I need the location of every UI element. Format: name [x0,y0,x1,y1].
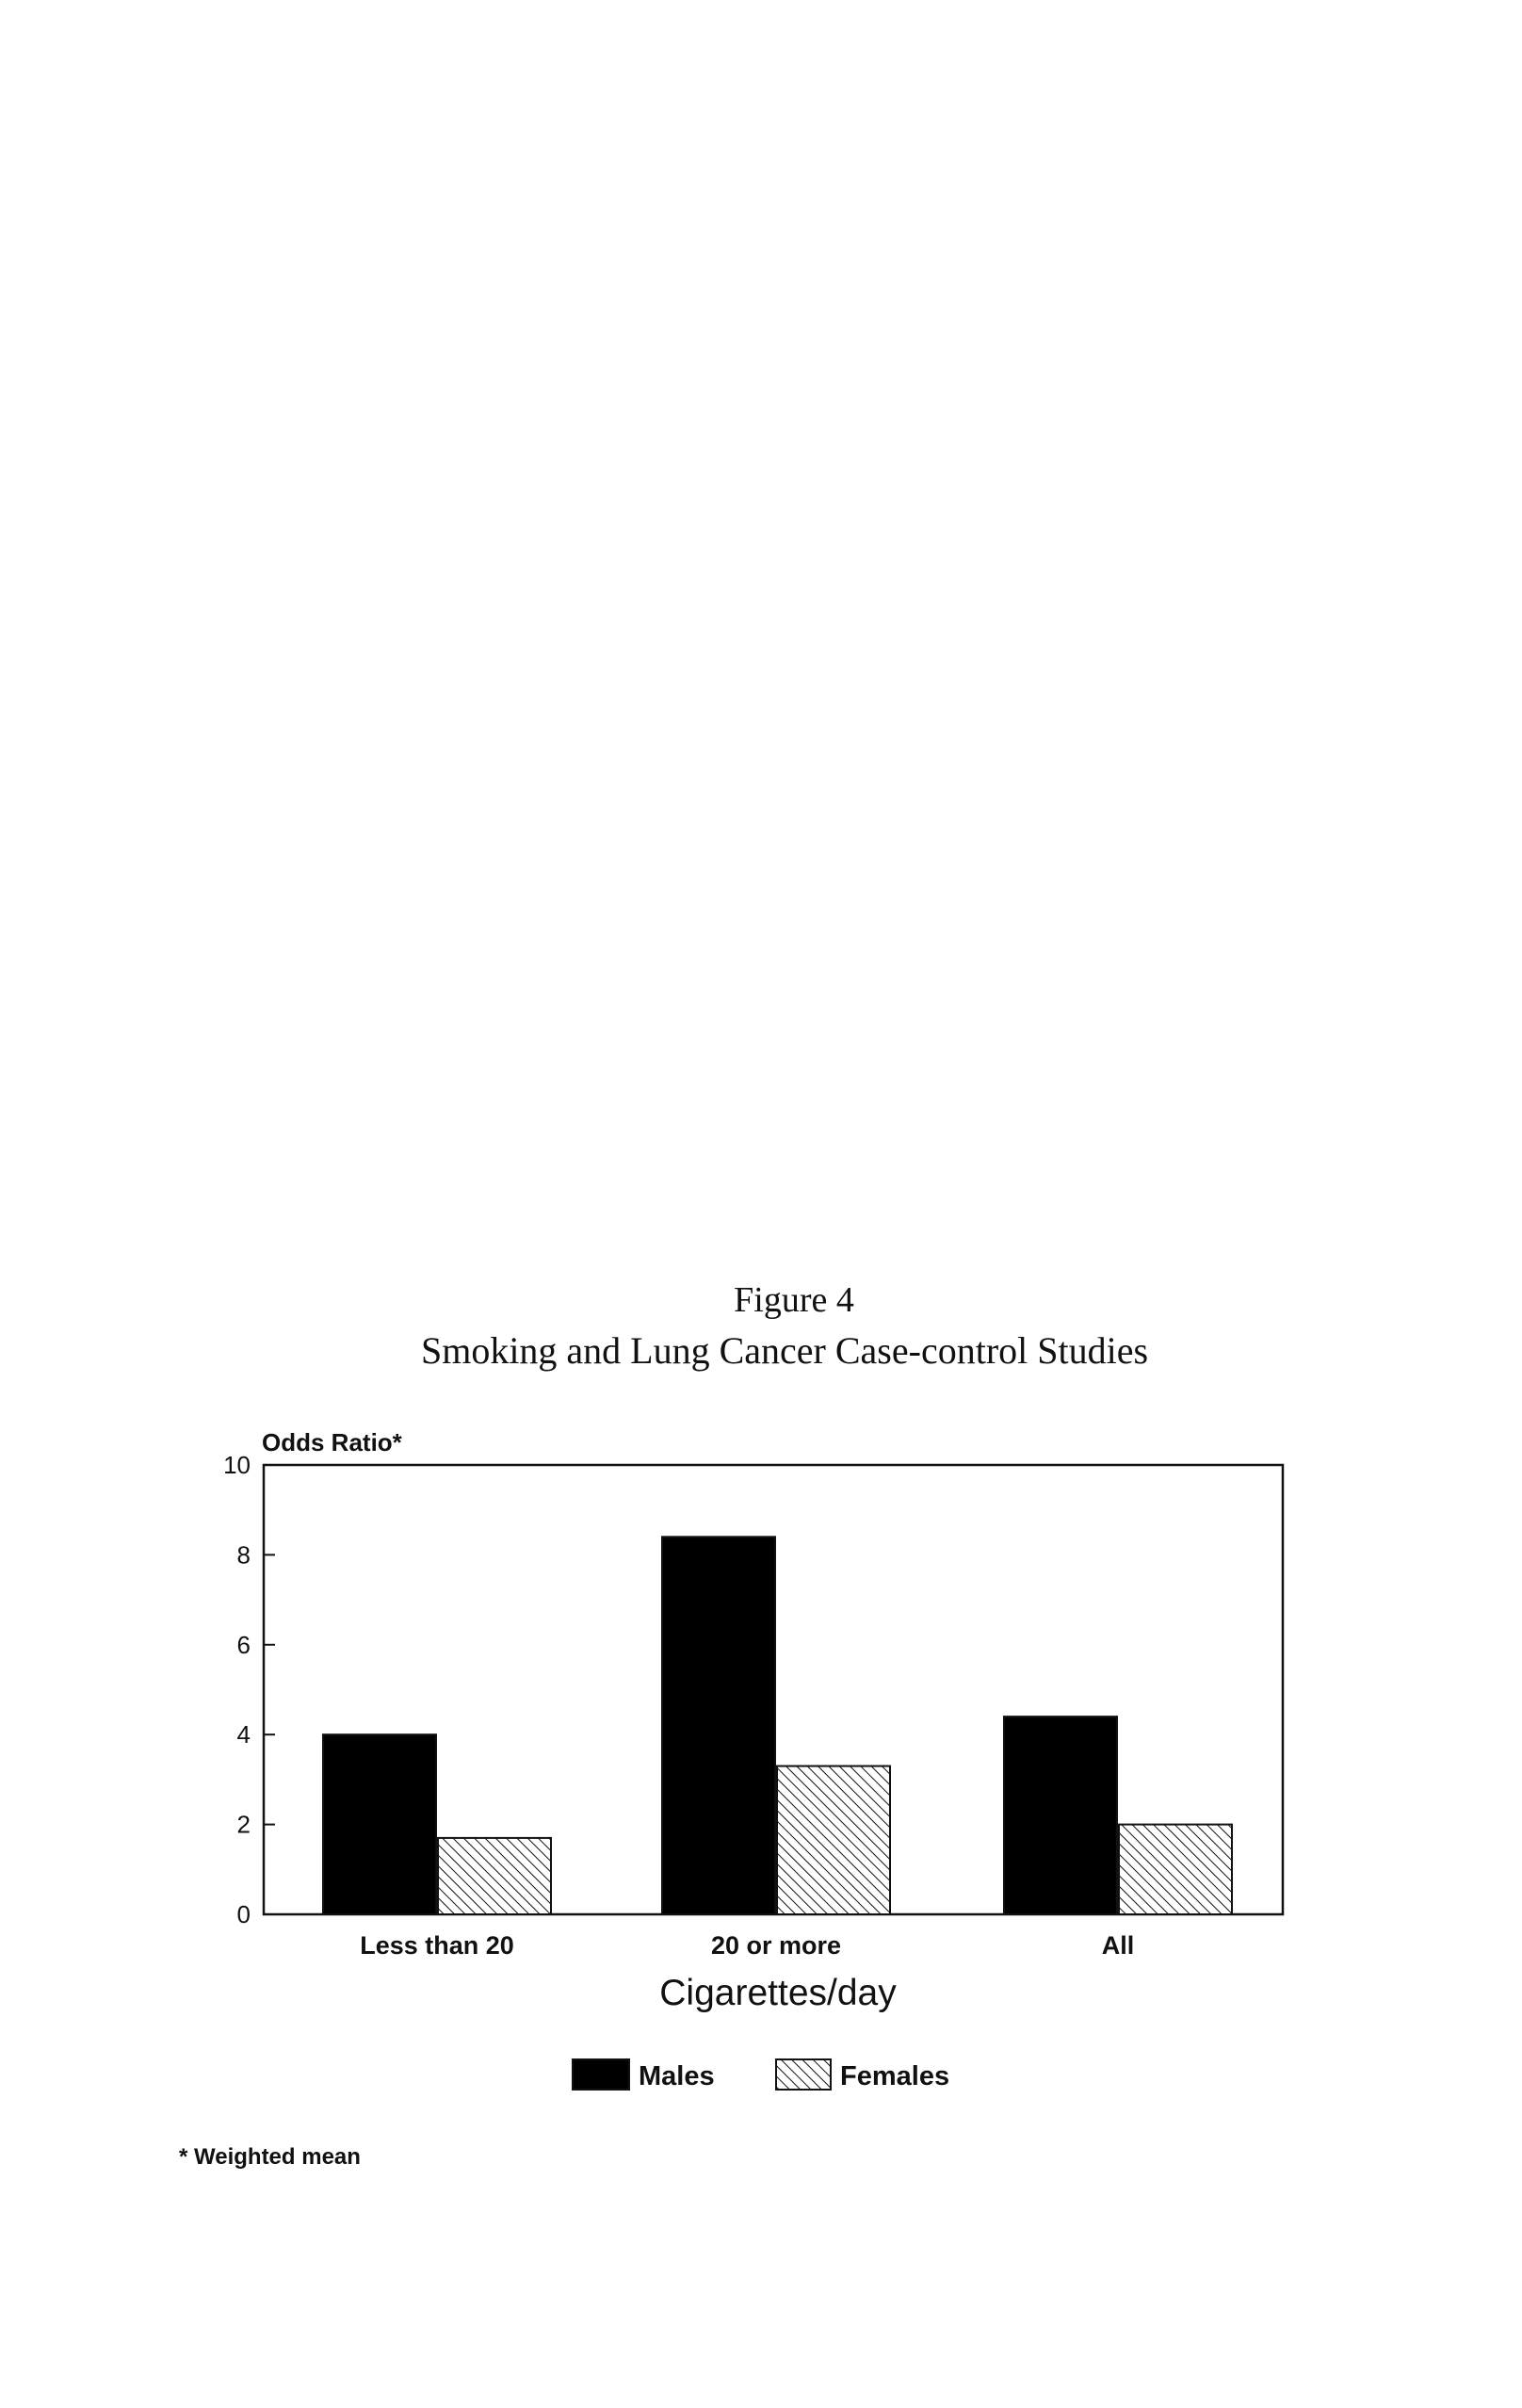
x-category-label: 20 or more [711,1931,841,1960]
bar-males-1 [322,1733,437,1915]
x-axis-title: Cigarettes/day [659,1973,897,2013]
legend-swatch-females [775,2058,832,2091]
x-category-label: All [1102,1931,1135,1960]
bar-females-1 [437,1836,552,1916]
legend-label-females: Females [840,2061,949,2091]
legend-swatch-males [572,2058,630,2091]
y-axis: 0 2 4 6 8 10 [223,1451,275,1928]
legend-label-males: Males [639,2061,715,2091]
footnote: * Weighted mean [179,2144,361,2170]
y-tick-label: 2 [237,1811,251,1839]
y-tick-label: 8 [237,1540,251,1569]
figure-number: Figure 4 [734,1280,854,1320]
bar-females-3 [1118,1823,1233,1915]
y-tick-label: 4 [237,1720,251,1749]
y-tick-label: 10 [223,1451,251,1479]
y-tick-label: 0 [237,1900,251,1928]
bars [322,1536,1233,1916]
bar-males-3 [1003,1716,1118,1915]
x-axis: Less than 20 20 or more All [360,1931,1134,1960]
y-tick-label: 6 [237,1631,251,1659]
legend: Males Females [572,2058,949,2091]
y-axis-label: Odds Ratio* [262,1428,403,1456]
x-category-label: Less than 20 [360,1931,514,1960]
figure-caption: Smoking and Lung Cancer Case-control Stu… [420,1329,1149,1372]
bar-males-2 [661,1536,776,1915]
bar-females-2 [776,1765,891,1915]
